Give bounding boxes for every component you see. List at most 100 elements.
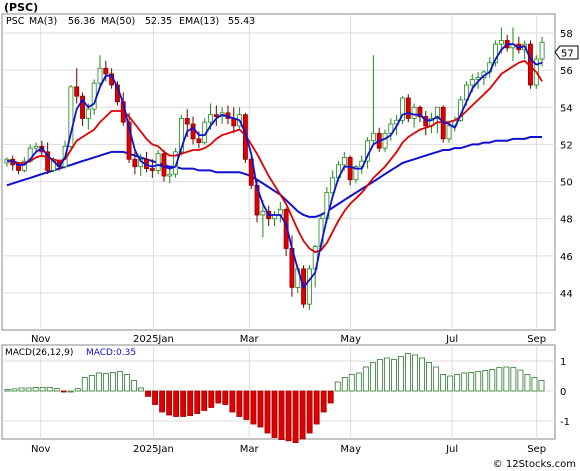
macd-bar (369, 362, 376, 392)
candle-body (306, 268, 312, 305)
macd-bar (278, 390, 285, 440)
macd-bar (538, 380, 545, 392)
macd-bar (173, 390, 180, 417)
macd-bar (313, 390, 320, 425)
last-price-value: 57 (561, 49, 574, 60)
macd-bar (531, 377, 538, 392)
candle-body (33, 145, 39, 149)
candle-body (126, 121, 132, 160)
price-date-label: Sep (527, 334, 546, 345)
macd-histogram (4, 353, 545, 443)
macd-bar (67, 390, 74, 393)
price-tick-label: 46 (560, 252, 573, 263)
macd-bar (194, 390, 201, 414)
candle-body (382, 132, 388, 149)
macd-bar (383, 357, 390, 392)
macd-bar (145, 390, 151, 397)
macd-bar (440, 374, 447, 392)
macd-bar (208, 390, 215, 408)
macd-bar (257, 390, 264, 428)
candle-body (400, 97, 405, 121)
legend-ma50-label: MA(50) (101, 16, 135, 27)
candle-body (155, 153, 161, 171)
macd-bar (398, 356, 404, 392)
macd-bar (88, 374, 95, 392)
candle-body (149, 168, 155, 171)
macd-date-labels: Nov 2025Jan Mar May Jul Sep (31, 444, 546, 455)
macd-bar (496, 367, 503, 392)
macd-bar (355, 372, 362, 392)
candle-body (97, 67, 103, 84)
candle-body (132, 158, 138, 168)
macd-bar (264, 390, 271, 434)
macd-bar (138, 387, 144, 392)
price-date-label: May (340, 334, 361, 345)
macd-bar (201, 390, 208, 411)
candle-body (190, 123, 196, 140)
ma50-line (6, 136, 543, 218)
macd-tick-label: 1 (560, 357, 566, 368)
candle-body (370, 132, 376, 142)
candle-body (434, 106, 440, 119)
macd-bar (419, 357, 425, 392)
macd-bar (46, 386, 53, 392)
candle-body (283, 209, 289, 249)
macd-bar (95, 372, 102, 392)
macd-bar (180, 390, 187, 417)
macd-date-label: Nov (31, 444, 51, 455)
macd-bar (341, 377, 348, 392)
macd-bar (18, 387, 25, 392)
macd-bar (306, 390, 313, 434)
legend-ma3-label: MA(3) (29, 16, 57, 27)
macd-bar (159, 390, 166, 413)
macd-bar (348, 374, 355, 392)
candle-body (411, 106, 417, 119)
last-price-tag: 57 (554, 45, 579, 60)
macd-bar (102, 373, 109, 392)
macd-bar (510, 367, 517, 392)
macd-bar (376, 359, 383, 392)
ma50-polyline (6, 136, 543, 218)
macd-bar (236, 390, 243, 417)
macd-bar (109, 371, 116, 392)
price-date-label: Nov (31, 334, 51, 345)
candle-body (208, 114, 213, 123)
macd-date-label: Sep (527, 444, 546, 455)
candle-body (539, 41, 545, 60)
price-tick-label: 58 (560, 29, 573, 40)
macd-bar (250, 390, 257, 425)
macd-bar (215, 390, 222, 404)
macd-bar (362, 366, 369, 392)
macd-bar (4, 389, 11, 392)
candle-body (469, 79, 475, 86)
macd-date-label: May (340, 444, 361, 455)
macd-bar (285, 390, 292, 442)
macd-bar (468, 371, 475, 392)
macd-bar (412, 354, 418, 392)
ma3-line (6, 43, 543, 289)
candle-body (353, 166, 359, 181)
macd-bar (391, 359, 397, 392)
candle-body (74, 86, 80, 97)
candle-body (388, 123, 394, 134)
legend-ema13-label: EMA(13) (179, 16, 219, 27)
candle-body (498, 40, 504, 45)
candle-body (184, 118, 190, 125)
macd-bar (292, 390, 299, 443)
macd-bar (524, 374, 531, 392)
macd-bar (25, 387, 32, 392)
macd-bar (475, 371, 482, 392)
candle-body (161, 153, 167, 177)
macd-bar (405, 353, 411, 392)
legend-ticker: PSC (6, 16, 25, 27)
macd-bar (334, 381, 341, 392)
macd-bar (454, 374, 461, 392)
price-tick-label: 44 (560, 289, 573, 300)
candle-body (196, 138, 202, 143)
macd-bar (433, 366, 440, 392)
candle-body (80, 95, 85, 119)
candle-body (330, 177, 336, 194)
price-date-label: Jul (445, 334, 458, 345)
candle-body (103, 67, 109, 75)
